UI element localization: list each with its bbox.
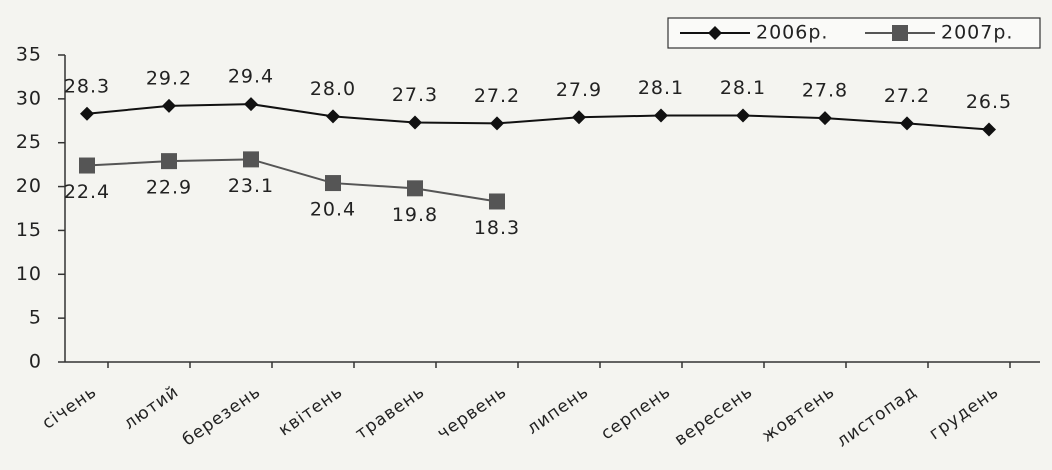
y-tick-label: 10 [16,263,42,285]
x-tick-label: вересень [671,382,757,450]
data-label: 28.0 [310,78,356,100]
point [244,97,258,112]
x-tick-label: жовтень [758,382,838,447]
y-tick-label: 20 [16,175,42,197]
data-label: 27.8 [802,80,848,102]
point [489,193,505,210]
point [408,115,422,130]
point [654,108,668,123]
point [243,151,259,168]
y-tick-label: 5 [29,307,42,329]
data-label: 27.3 [392,84,438,106]
x-tick-label: серпень [597,382,674,444]
y-tick-label: 30 [16,87,42,109]
point [326,109,340,124]
series-line [86,103,990,131]
y-tick-label: 35 [16,44,42,66]
point [572,110,586,125]
data-label: 22.9 [146,177,192,199]
point [161,153,177,170]
data-label: 22.4 [64,181,110,203]
point [982,122,996,137]
y-tick-label: 15 [16,219,42,241]
x-tick-label: листопад [833,382,921,452]
x-tick-label: червень [434,382,511,444]
legend-label: 2007р. [941,22,1013,44]
point [407,180,423,197]
legend-label: 2006р. [756,22,828,44]
point [325,175,341,192]
x-tick-label: травень [352,382,429,444]
data-label: 27.2 [884,85,930,107]
data-label: 27.2 [474,85,520,107]
point [79,157,95,174]
x-tick-label: липень [523,382,592,439]
point [162,98,176,113]
point [490,116,504,131]
y-tick-label: 0 [29,351,42,373]
data-label: 26.5 [966,91,1012,113]
data-label: 20.4 [310,199,356,221]
point [818,111,832,126]
x-tick-label: квітень [275,382,347,441]
data-label: 29.4 [228,66,274,88]
y-tick-label: 25 [16,131,42,153]
series-line [86,158,498,203]
data-label: 28.3 [64,75,110,97]
point [708,26,722,40]
data-label: 29.2 [146,67,192,89]
data-label: 28.1 [638,77,684,99]
data-label: 27.9 [556,79,602,101]
data-label: 19.8 [392,204,438,226]
x-tick-label: лютий [120,382,182,434]
x-tick-label: березень [179,382,265,450]
x-tick-label: грудень [926,382,1003,444]
point [892,25,908,41]
point [900,116,914,131]
data-label: 23.1 [228,175,274,197]
x-tick-label: січень [39,382,101,434]
point [80,106,94,121]
point [736,108,750,123]
data-label: 18.3 [474,217,520,239]
data-label: 28.1 [720,77,766,99]
